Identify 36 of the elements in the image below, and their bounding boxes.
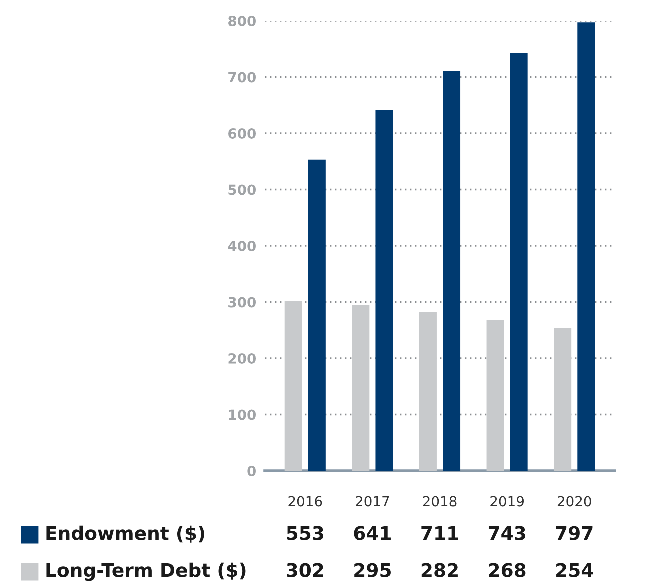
bar: [284, 301, 302, 471]
bar: [486, 320, 504, 471]
y-tick-label: 800: [228, 16, 256, 26]
bar: [376, 110, 394, 471]
bar: [554, 328, 572, 471]
y-tick-label: 300: [228, 297, 256, 308]
data-label: 268: [489, 563, 526, 578]
x-tick-label: 2016: [288, 496, 322, 507]
bar: [352, 305, 370, 471]
legend-label: Long-Term Debt ($): [46, 562, 246, 582]
data-label: 797: [556, 526, 593, 540]
y-tick-label: 700: [228, 72, 256, 83]
bar: [443, 71, 461, 471]
x-tick-label: 2018: [423, 496, 457, 507]
x-tick-label: 2017: [356, 496, 390, 507]
data-label: 641: [354, 526, 391, 540]
y-tick-label: 100: [229, 410, 256, 420]
data-label: 254: [556, 563, 594, 578]
data-label: 302: [287, 563, 324, 578]
data-label: 295: [354, 563, 391, 578]
x-tick-label: 2020: [558, 496, 592, 507]
y-tick-label: 200: [228, 353, 256, 364]
data-label: 711: [422, 526, 458, 540]
legend-label: Endowment ($): [46, 526, 204, 543]
bar: [419, 312, 437, 471]
bar: [578, 22, 596, 471]
bar: [308, 160, 326, 471]
data-label: 743: [488, 526, 526, 540]
data-label: 282: [422, 563, 458, 578]
y-tick-label: 600: [228, 128, 256, 139]
x-tick-label: 2019: [490, 496, 524, 507]
y-tick-label: 500: [228, 184, 256, 196]
data-label: 553: [287, 526, 324, 540]
bar: [510, 53, 528, 471]
y-tick-label: 0: [248, 466, 256, 476]
y-tick-label: 400: [228, 240, 256, 252]
